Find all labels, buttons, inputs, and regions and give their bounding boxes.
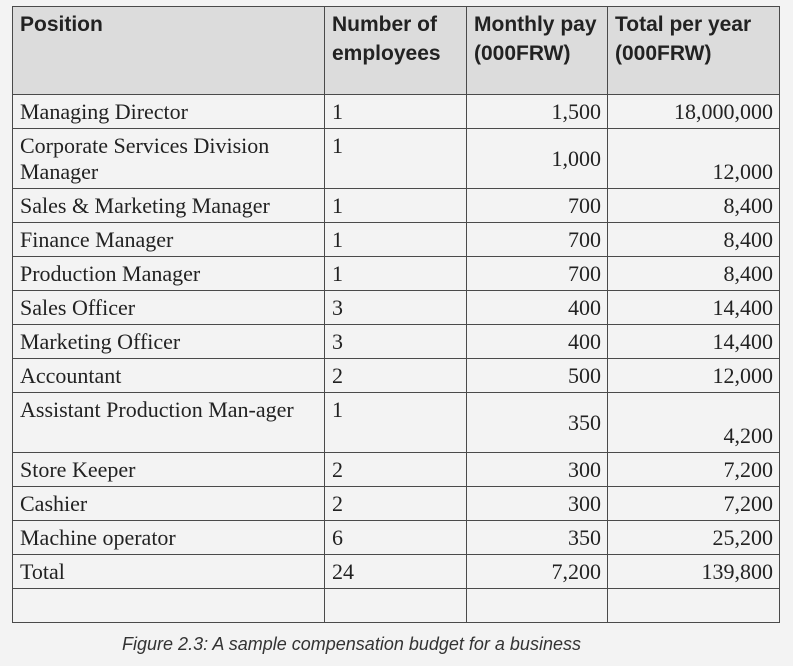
table-row: Cashier 2 300 7,200: [12, 486, 780, 521]
cell-total: 14,400: [607, 324, 780, 359]
table-row: Assistant Production Man-ager 1 350 4,20…: [12, 392, 780, 453]
table-row: Finance Manager 1 700 8,400: [12, 222, 780, 257]
table-row: Sales Officer 3 400 14,400: [12, 290, 780, 325]
cell-position: Assistant Production Man-ager: [12, 392, 325, 453]
header-position: Position: [12, 6, 325, 95]
header-employees: Number of employees: [324, 6, 467, 95]
cell-empty: [12, 588, 325, 623]
table-row: Marketing Officer 3 400 14,400: [12, 324, 780, 359]
header-monthly-pay: Monthly pay (000FRW): [466, 6, 608, 95]
cell-employees: 2: [324, 358, 467, 393]
cell-total: 8,400: [607, 256, 780, 291]
cell-total: 14,400: [607, 290, 780, 325]
cell-position: Finance Manager: [12, 222, 325, 257]
cell-monthly-pay: 700: [466, 188, 608, 223]
cell-employees: 1: [324, 256, 467, 291]
table-row: Sales & Marketing Manager 1 700 8,400: [12, 188, 780, 223]
cell-position: Marketing Officer: [12, 324, 325, 359]
cell-total: 139,800: [607, 554, 780, 589]
cell-total: 18,000,000: [607, 94, 780, 129]
table-row-empty: [12, 588, 780, 623]
cell-empty: [324, 588, 467, 623]
cell-employees: 3: [324, 324, 467, 359]
cell-monthly-pay: 700: [466, 256, 608, 291]
cell-employees: 1: [324, 392, 467, 453]
cell-employees: 3: [324, 290, 467, 325]
cell-total: 4,200: [607, 392, 780, 453]
cell-employees: 1: [324, 94, 467, 129]
cell-total: 8,400: [607, 188, 780, 223]
cell-employees: 2: [324, 452, 467, 487]
cell-monthly-pay: 7,200: [466, 554, 608, 589]
cell-employees: 1: [324, 222, 467, 257]
cell-position: Production Manager: [12, 256, 325, 291]
table-row: Production Manager 1 700 8,400: [12, 256, 780, 291]
cell-empty: [466, 588, 608, 623]
cell-employees: 1: [324, 128, 467, 189]
cell-total: 8,400: [607, 222, 780, 257]
cell-monthly-pay: 700: [466, 222, 608, 257]
cell-total: 7,200: [607, 452, 780, 487]
header-total-per-year: Total per year (000FRW): [607, 6, 780, 95]
table-row: Corporate Services Division Manager 1 1,…: [12, 128, 780, 189]
table-row: Store Keeper 2 300 7,200: [12, 452, 780, 487]
cell-employees: 24: [324, 554, 467, 589]
cell-position: Sales Officer: [12, 290, 325, 325]
cell-monthly-pay: 300: [466, 486, 608, 521]
table-row-total: Total 24 7,200 139,800: [12, 554, 780, 589]
cell-total: 25,200: [607, 520, 780, 555]
cell-employees: 6: [324, 520, 467, 555]
cell-position: Managing Director: [12, 94, 325, 129]
cell-monthly-pay: 350: [466, 392, 608, 453]
cell-position: Corporate Services Division Manager: [12, 128, 325, 189]
table-header-row: Position Number of employees Monthly pay…: [12, 6, 780, 95]
cell-position: Accountant: [12, 358, 325, 393]
cell-total: 7,200: [607, 486, 780, 521]
table-row: Accountant 2 500 12,000: [12, 358, 780, 393]
cell-monthly-pay: 300: [466, 452, 608, 487]
cell-monthly-pay: 500: [466, 358, 608, 393]
table-row: Machine operator 6 350 25,200: [12, 520, 780, 555]
cell-position: Cashier: [12, 486, 325, 521]
cell-monthly-pay: 1,000: [466, 128, 608, 189]
cell-empty: [607, 588, 780, 623]
cell-position: Machine operator: [12, 520, 325, 555]
cell-position: Store Keeper: [12, 452, 325, 487]
cell-monthly-pay: 400: [466, 290, 608, 325]
table-row: Managing Director 1 1,500 18,000,000: [12, 94, 780, 129]
cell-monthly-pay: 400: [466, 324, 608, 359]
cell-monthly-pay: 350: [466, 520, 608, 555]
compensation-budget-table: Position Number of employees Monthly pay…: [12, 6, 780, 623]
cell-position: Sales & Marketing Manager: [12, 188, 325, 223]
cell-total: 12,000: [607, 128, 780, 189]
figure-caption: Figure 2.3: A sample compensation budget…: [122, 634, 581, 654]
cell-total: 12,000: [607, 358, 780, 393]
cell-employees: 2: [324, 486, 467, 521]
cell-employees: 1: [324, 188, 467, 223]
cell-monthly-pay: 1,500: [466, 94, 608, 129]
cell-position: Total: [12, 554, 325, 589]
